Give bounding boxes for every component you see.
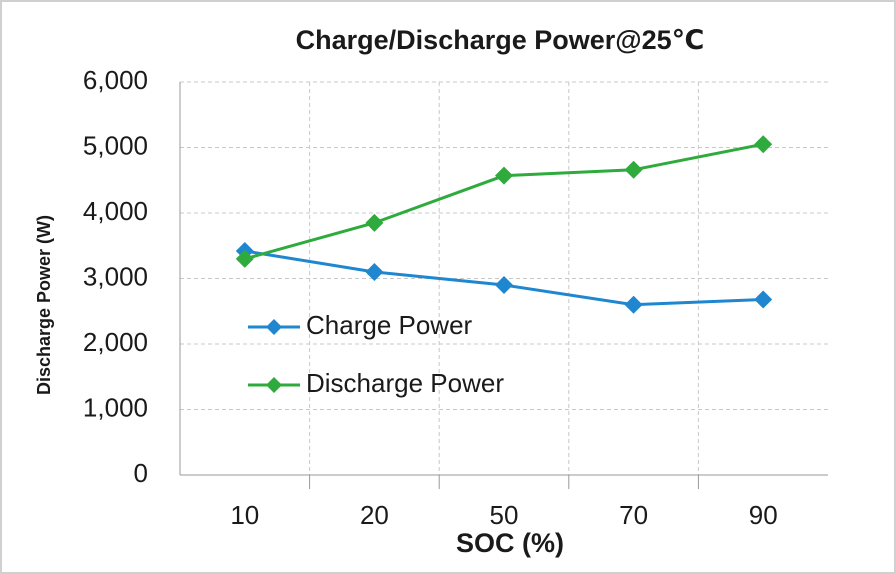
legend-marker: [266, 319, 282, 335]
y-tick-label: 3,000: [83, 261, 148, 291]
y-axis-label: Discharge Power (W): [34, 215, 54, 395]
y-tick-label: 1,000: [83, 392, 148, 422]
point: [754, 290, 773, 309]
point: [754, 135, 773, 154]
y-tick-label: 0: [134, 458, 148, 488]
y-tick-label: 4,000: [83, 196, 148, 226]
y-tick-label: 6,000: [83, 65, 148, 95]
point: [495, 276, 513, 295]
point: [365, 213, 384, 232]
point: [235, 249, 254, 268]
x-tick-label: 70: [619, 500, 648, 530]
legend-label: Discharge Power: [306, 368, 504, 398]
point: [624, 295, 643, 314]
y-tick-label: 2,000: [83, 327, 148, 357]
point: [624, 160, 643, 179]
x-axis-label: SOC (%): [456, 528, 564, 558]
y-tick-label: 5,000: [83, 130, 148, 160]
legend-marker: [266, 377, 282, 393]
x-tick-label: 20: [360, 500, 389, 530]
x-tick-label: 90: [749, 500, 778, 530]
x-tick-label: 10: [230, 500, 259, 530]
legend-label: Charge Power: [306, 310, 473, 340]
x-tick-label: 50: [490, 500, 519, 530]
chart-title: Charge/Discharge Power@25℃: [296, 25, 705, 55]
point: [495, 166, 513, 185]
point: [365, 262, 384, 281]
